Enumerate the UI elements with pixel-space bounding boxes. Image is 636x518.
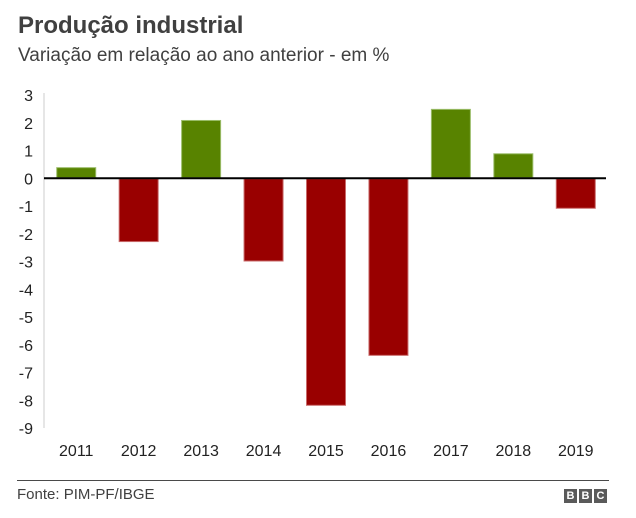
bbc-logo-letter: B xyxy=(579,489,592,503)
x-tick-label: 2011 xyxy=(59,443,94,460)
bar-2011 xyxy=(56,167,97,179)
x-tick-label: 2019 xyxy=(558,443,594,460)
footer-divider xyxy=(17,480,609,481)
y-tick-label: -7 xyxy=(19,366,33,383)
y-tick-label: -1 xyxy=(19,199,33,216)
x-tick-label: 2012 xyxy=(121,443,157,460)
bar-2014 xyxy=(243,178,284,262)
chart-subtitle: Variação em relação ao ano anterior - em… xyxy=(18,45,390,66)
y-tick-label: -8 xyxy=(19,393,33,410)
bbc-logo: B B C xyxy=(564,489,607,503)
bbc-logo-letter: C xyxy=(594,489,607,503)
x-tick-label: 2013 xyxy=(183,443,219,460)
x-tick-label: 2014 xyxy=(246,443,282,460)
y-tick-label: -2 xyxy=(19,227,33,244)
y-tick-label: -9 xyxy=(19,421,33,438)
y-tick-label: 0 xyxy=(24,171,33,188)
bar-2016 xyxy=(368,178,409,356)
bar-2019 xyxy=(555,178,596,209)
y-tick-label: 1 xyxy=(24,144,33,161)
y-tick-label: -3 xyxy=(19,255,33,272)
bar-2013 xyxy=(181,119,222,179)
bars xyxy=(44,108,606,406)
x-tick-label: 2018 xyxy=(496,443,532,460)
y-tick-label: 2 xyxy=(24,116,33,133)
source-note: Fonte: PIM-PF/IBGE xyxy=(17,486,155,503)
x-tick-label: 2017 xyxy=(433,443,469,460)
x-tick-label: 2015 xyxy=(308,443,344,460)
y-tick-label: -5 xyxy=(19,310,33,327)
bar-2012 xyxy=(118,178,159,243)
bar-2017 xyxy=(430,108,471,179)
y-tick-label: -4 xyxy=(19,282,33,299)
x-axis: 2011 2012 2013 2014 2015 2016 2017 2018 2019 xyxy=(59,443,594,460)
chart-title: Produção industrial xyxy=(18,12,244,39)
y-tick-label: -6 xyxy=(19,338,33,355)
x-tick-label: 2016 xyxy=(371,443,407,460)
bar-2015 xyxy=(306,178,346,406)
bar-2018 xyxy=(493,153,534,179)
y-tick-label: 3 xyxy=(24,88,33,105)
y-axis: 3 2 1 0 -1 -2 -3 -4 -5 -6 -7 -8 -9 xyxy=(19,88,45,438)
bbc-logo-letter: B xyxy=(564,489,577,503)
